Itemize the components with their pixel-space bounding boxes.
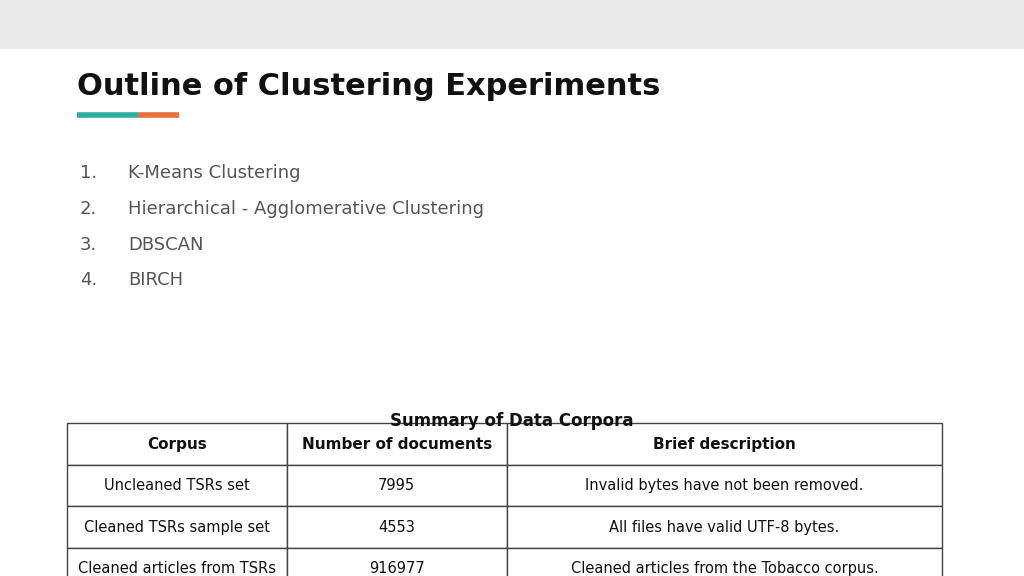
Text: Cleaned articles from the Tobacco corpus.: Cleaned articles from the Tobacco corpus… [570, 561, 879, 576]
Bar [67, 423, 287, 465]
Text: Cleaned TSRs sample set: Cleaned TSRs sample set [84, 520, 269, 535]
Text: Brief description: Brief description [653, 437, 796, 452]
Bar [287, 465, 507, 506]
Text: Hierarchical - Agglomerative Clustering: Hierarchical - Agglomerative Clustering [128, 200, 484, 218]
Bar [287, 506, 507, 548]
Bar [287, 423, 507, 465]
Text: Outline of Clustering Experiments: Outline of Clustering Experiments [77, 72, 660, 101]
Bar [67, 548, 287, 576]
Text: 916977: 916977 [369, 561, 425, 576]
Text: Corpus: Corpus [146, 437, 207, 452]
Text: Number of documents: Number of documents [302, 437, 492, 452]
Text: BIRCH: BIRCH [128, 271, 183, 289]
Text: 4553: 4553 [378, 520, 416, 535]
Text: Summary of Data Corpora: Summary of Data Corpora [390, 412, 634, 430]
Text: 3.: 3. [80, 236, 97, 253]
Text: 1.: 1. [80, 164, 97, 182]
Text: Uncleaned TSRs set: Uncleaned TSRs set [103, 478, 250, 493]
Bar [67, 465, 287, 506]
Bar [0, 0, 1024, 49]
Text: Cleaned articles from TSRs: Cleaned articles from TSRs [78, 561, 275, 576]
Bar [287, 548, 507, 576]
Text: K-Means Clustering: K-Means Clustering [128, 164, 300, 182]
Bar [67, 506, 287, 548]
Text: DBSCAN: DBSCAN [128, 236, 204, 253]
Text: 7995: 7995 [378, 478, 416, 493]
Bar [507, 548, 942, 576]
Bar [507, 465, 942, 506]
Text: Invalid bytes have not been removed.: Invalid bytes have not been removed. [586, 478, 863, 493]
Text: 4.: 4. [80, 271, 97, 289]
Text: 2.: 2. [80, 200, 97, 218]
Bar [507, 506, 942, 548]
Text: All files have valid UTF-8 bytes.: All files have valid UTF-8 bytes. [609, 520, 840, 535]
Bar [507, 423, 942, 465]
